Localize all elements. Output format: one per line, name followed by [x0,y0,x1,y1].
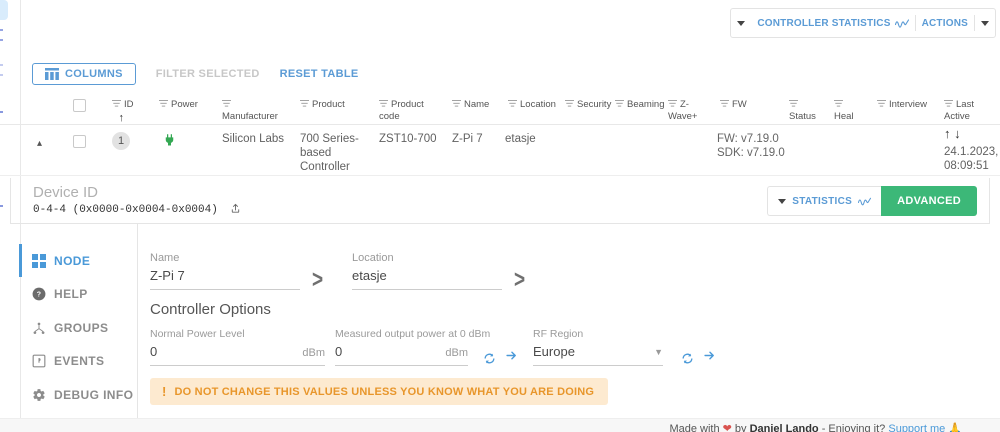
svg-text:?: ? [37,291,42,298]
